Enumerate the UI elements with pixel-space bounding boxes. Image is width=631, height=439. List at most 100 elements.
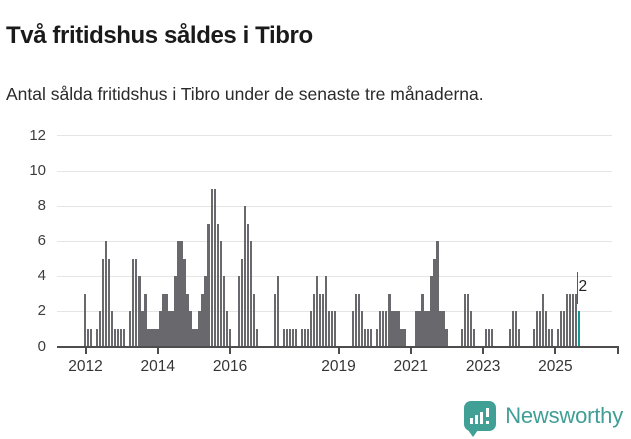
bar — [547, 328, 551, 347]
gridline — [57, 170, 612, 172]
bar — [427, 311, 430, 347]
bar — [198, 311, 201, 347]
bar — [123, 328, 126, 347]
bar — [288, 328, 292, 347]
bar — [382, 311, 385, 347]
bar — [538, 311, 542, 347]
bar — [508, 328, 511, 347]
gridline — [57, 205, 612, 207]
bar — [430, 276, 433, 347]
bar — [177, 241, 180, 347]
bar — [433, 258, 436, 347]
bar — [484, 328, 487, 347]
bar — [249, 241, 252, 347]
y-axis-tick-label: 8 — [37, 197, 46, 215]
bar — [276, 276, 280, 347]
bar — [138, 276, 141, 347]
x-axis-tick-label: 2021 — [393, 357, 429, 375]
bar — [162, 293, 165, 347]
y-axis-tick-label: 0 — [37, 337, 46, 355]
y-axis-tick-label: 2 — [37, 302, 46, 320]
bar — [397, 311, 400, 347]
y-axis-tick-label: 6 — [37, 232, 46, 250]
bar — [315, 276, 319, 347]
bar — [327, 311, 331, 347]
bar — [114, 328, 117, 347]
bar — [544, 311, 548, 347]
bar — [156, 328, 159, 347]
bar — [565, 293, 569, 347]
bar — [364, 328, 367, 347]
bar — [376, 328, 379, 347]
bar — [222, 276, 225, 347]
bar — [571, 293, 575, 347]
bar — [207, 223, 210, 347]
chart-subtitle: Antal sålda fritidshus i Tibro under de … — [6, 83, 484, 104]
y-axis-tick-label: 4 — [37, 267, 46, 285]
bar — [225, 311, 228, 347]
page-title: Två fritidshus såldes i Tibro — [6, 22, 313, 50]
bar — [120, 328, 123, 347]
bar — [213, 188, 216, 347]
bar — [204, 276, 207, 347]
bar — [574, 293, 578, 347]
bar — [102, 258, 105, 347]
bar — [216, 223, 219, 347]
bar — [255, 328, 258, 347]
bar — [424, 311, 427, 347]
bar — [240, 258, 243, 347]
gridline — [57, 240, 612, 242]
bar — [210, 188, 213, 347]
bar — [168, 311, 171, 347]
bar — [318, 293, 322, 347]
bar — [541, 293, 545, 347]
bar — [309, 311, 313, 347]
bar — [535, 311, 539, 347]
bar — [174, 276, 177, 347]
x-axis-tick — [156, 347, 159, 354]
gridline — [57, 135, 612, 137]
bar — [418, 311, 421, 347]
bar — [228, 328, 231, 347]
bar — [442, 311, 445, 347]
bar — [469, 311, 472, 347]
bar — [291, 328, 295, 347]
bar — [439, 311, 442, 347]
x-axis-tick — [409, 347, 412, 354]
bar — [183, 258, 186, 347]
bar — [550, 328, 554, 347]
bar — [96, 328, 99, 347]
bar — [334, 311, 337, 347]
bar — [415, 311, 418, 347]
bar — [201, 293, 204, 347]
newsworthy-logo: Newsworthy — [464, 398, 623, 437]
bar — [466, 293, 469, 347]
bar — [400, 328, 403, 347]
bar — [219, 241, 222, 347]
bar — [514, 311, 518, 347]
bar — [532, 328, 536, 347]
bar — [490, 328, 493, 347]
bar — [132, 258, 135, 347]
bar — [294, 328, 298, 347]
bar — [141, 311, 144, 347]
bar — [180, 241, 183, 347]
bar — [237, 276, 240, 347]
bar — [330, 311, 334, 347]
x-axis-tick — [482, 347, 485, 354]
bar — [394, 311, 397, 347]
bar — [90, 328, 93, 347]
x-axis-tick-label: 2016 — [212, 357, 248, 375]
y-axis-tick-label: 10 — [29, 162, 46, 179]
y-axis-tick-label: 12 — [29, 126, 46, 144]
x-axis-tick — [337, 347, 340, 354]
x-axis-tick — [229, 347, 232, 354]
bar — [370, 328, 373, 347]
x-axis-tick-label: 2023 — [465, 357, 501, 375]
bar — [388, 293, 391, 347]
bar — [358, 293, 361, 347]
bar — [195, 328, 198, 347]
bar — [559, 311, 563, 347]
bar — [87, 328, 90, 347]
